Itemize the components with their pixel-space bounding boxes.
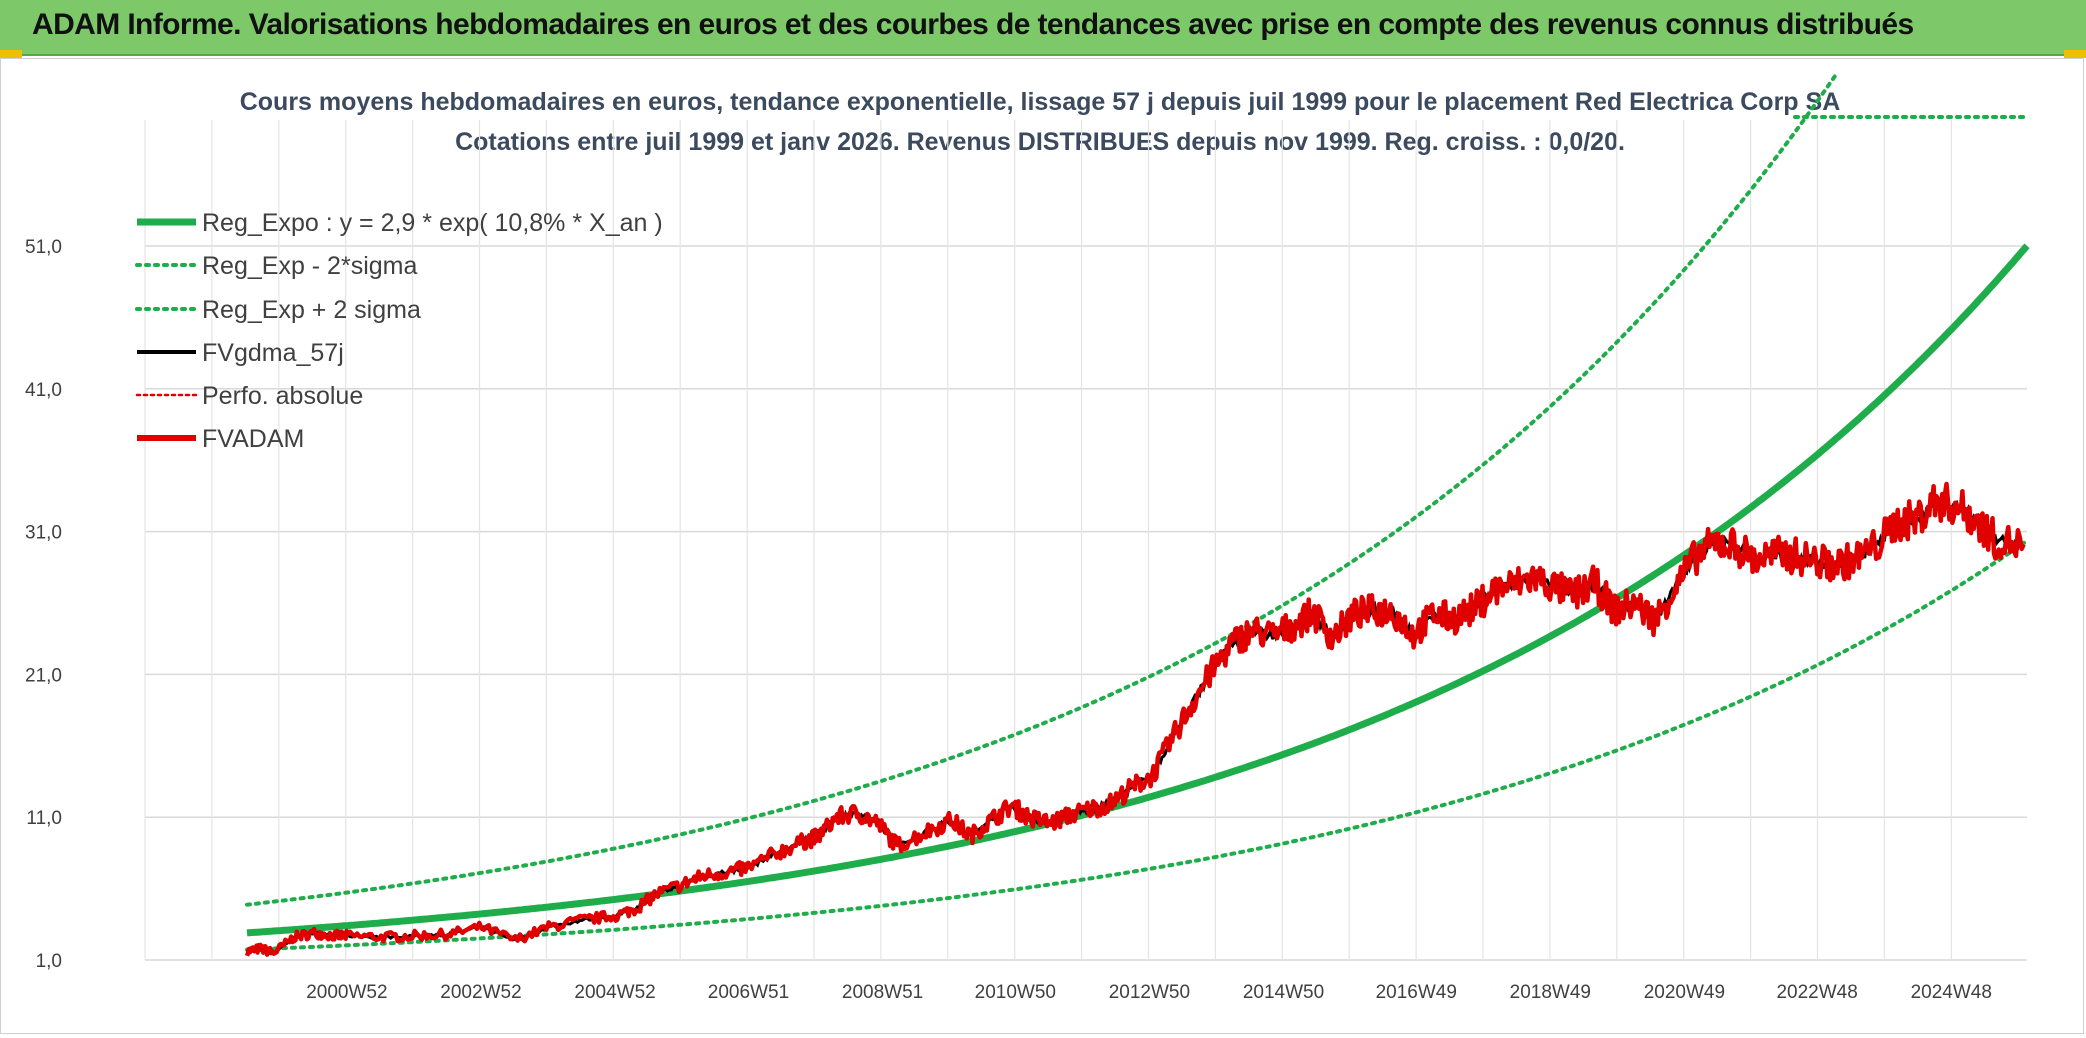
title-corner-left [0, 50, 22, 58]
title-bar: ADAM Informe. Valorisations hebdomadaire… [0, 0, 2086, 58]
fvadam-line [244, 481, 2026, 957]
legend-fvadam-label: FVADAM [202, 425, 304, 453]
x-tick-label: 2018W49 [1510, 982, 1591, 1003]
y-tick-label: 1,0 [36, 951, 62, 972]
y-tick-label: 21,0 [25, 665, 62, 686]
reg-exp-plus-2sigma-line [245, 72, 1838, 907]
reg-exp-minus-2sigma-line [245, 538, 2029, 952]
x-tick-label: 2022W48 [1776, 982, 1857, 1003]
x-tick-label: 2006W51 [708, 982, 789, 1003]
chart-title-line2: Cotations entre juil 1999 et janv 2026. … [455, 128, 1625, 156]
y-tick-label: 41,0 [25, 380, 62, 401]
gridlines [144, 120, 2027, 961]
x-tick-label: 2012W50 [1109, 982, 1190, 1003]
x-tick-label: 2008W51 [842, 982, 923, 1003]
chart-frame [0, 58, 2084, 1034]
x-tick-label: 2004W52 [574, 982, 655, 1003]
series-lines [244, 72, 2030, 957]
legend: Reg_Expo : y = 2,9 * exp( 10,8% * X_an )… [135, 209, 663, 453]
x-tick-label: 2000W52 [306, 982, 387, 1003]
y-axis-ticks: 1,0 11,0 21,0 31,0 41,0 51,0 [25, 237, 62, 972]
x-tick-label: 2020W49 [1644, 982, 1725, 1003]
legend-fvgdma-label: FVgdma_57j [202, 339, 344, 367]
x-tick-label: 2010W50 [975, 982, 1056, 1003]
x-tick-label: 2014W50 [1243, 982, 1324, 1003]
page-title: ADAM Informe. Valorisations hebdomadaire… [32, 8, 1914, 41]
y-tick-label: 11,0 [26, 808, 62, 829]
title-corner-right [2064, 50, 2086, 58]
legend-reg-exp-minus-label: Reg_Exp - 2*sigma [202, 252, 417, 280]
x-tick-label: 2002W52 [440, 982, 521, 1003]
x-axis-ticks: 2000W52 2002W52 2004W52 2006W51 2008W51 2010W… [306, 982, 1992, 1003]
reg-expo-line [246, 243, 2030, 937]
y-tick-label: 51,0 [25, 237, 62, 258]
legend-perfo-label: Perfo. absolue [202, 382, 363, 410]
y-tick-label: 31,0 [25, 523, 62, 544]
x-tick-label: 2016W49 [1376, 982, 1457, 1003]
legend-reg-exp-plus-label: Reg_Exp + 2 sigma [202, 296, 421, 324]
chart-title-line1: Cours moyens hebdomadaires en euros, ten… [240, 88, 1841, 116]
legend-reg-expo-label: Reg_Expo : y = 2,9 * exp( 10,8% * X_an ) [202, 209, 663, 237]
x-tick-label: 2024W48 [1911, 982, 1992, 1003]
